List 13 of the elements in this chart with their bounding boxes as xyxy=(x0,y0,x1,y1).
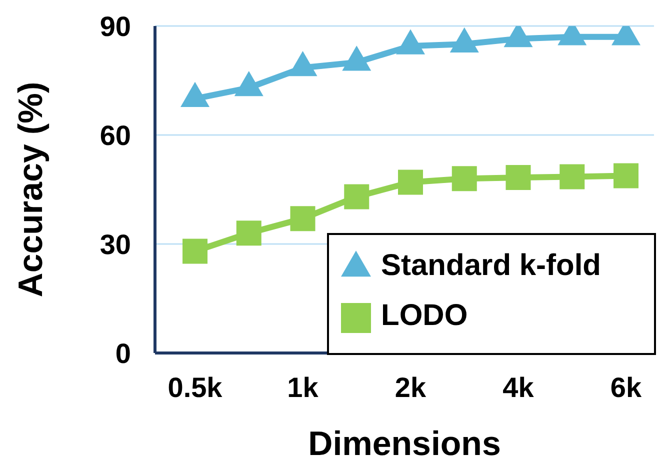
y-tick-label: 90 xyxy=(100,10,131,42)
x-tick-label: 1k xyxy=(287,372,319,403)
x-tick-label: 6k xyxy=(610,372,642,403)
x-tick-label: 4k xyxy=(502,372,534,403)
y-tick-label: 0 xyxy=(115,338,131,369)
x-tick-label: 0.5k xyxy=(168,372,223,403)
y-axis-title: Accuracy (%) xyxy=(12,82,50,298)
legend-label: LODO xyxy=(381,299,468,332)
x-axis-title: Dimensions xyxy=(308,425,501,459)
y-tick-label: 60 xyxy=(100,120,131,151)
x-tick-label: 2k xyxy=(394,372,426,403)
legend-label: Standard k-fold xyxy=(381,249,602,282)
y-tick-label: 30 xyxy=(100,228,131,260)
